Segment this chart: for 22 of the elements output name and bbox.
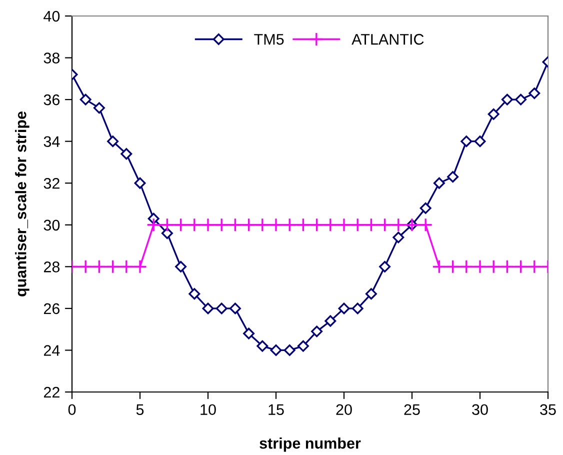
y-tick-label: 30 <box>44 220 60 231</box>
x-tick-label: 10 <box>200 404 216 416</box>
x-tick-label: 30 <box>472 404 488 416</box>
y-tick-label: 24 <box>44 345 60 356</box>
x-tick-label: 25 <box>404 404 420 416</box>
y-tick-label: 22 <box>44 386 60 398</box>
y-tick-label: 34 <box>44 136 60 148</box>
y-tick-label: 32 <box>44 178 60 189</box>
x-tick-label: 15 <box>268 404 284 416</box>
y-axis-title: quantiser_scale for stripe <box>15 112 30 296</box>
y-tick-label: 38 <box>44 52 60 64</box>
legend-label: TM5 <box>254 34 284 45</box>
x-tick-label: 20 <box>336 404 352 416</box>
legend-label: ATLANTIC <box>352 34 424 45</box>
x-tick-label: 5 <box>136 404 144 416</box>
x-tick-label: 0 <box>68 404 76 416</box>
x-tick-label: 35 <box>540 404 556 416</box>
x-axis-title: stripe number <box>260 437 361 452</box>
y-tick-label: 28 <box>44 262 60 272</box>
y-tick-label: 26 <box>44 303 60 314</box>
y-tick-label: 36 <box>44 94 60 106</box>
y-tick-label: 40 <box>44 10 60 22</box>
